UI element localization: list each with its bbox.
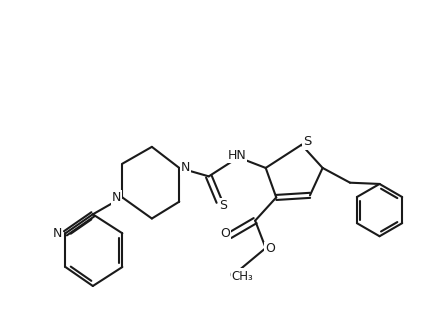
Text: S: S	[303, 135, 311, 148]
Text: CH₃: CH₃	[232, 270, 253, 283]
Text: O: O	[220, 229, 230, 242]
Text: CH₃: CH₃	[230, 269, 251, 282]
Text: N: N	[53, 227, 63, 240]
Text: O: O	[221, 227, 230, 240]
Text: HN: HN	[228, 148, 247, 161]
Text: N: N	[53, 227, 63, 240]
Text: O: O	[265, 242, 275, 256]
Text: N: N	[111, 191, 121, 204]
Text: S: S	[302, 136, 311, 149]
Text: N: N	[181, 160, 190, 174]
Text: N: N	[112, 191, 121, 204]
Text: N: N	[181, 161, 190, 174]
Text: O: O	[264, 242, 274, 256]
Text: S: S	[219, 199, 227, 212]
Text: S: S	[219, 198, 227, 211]
Text: HN: HN	[228, 149, 247, 162]
